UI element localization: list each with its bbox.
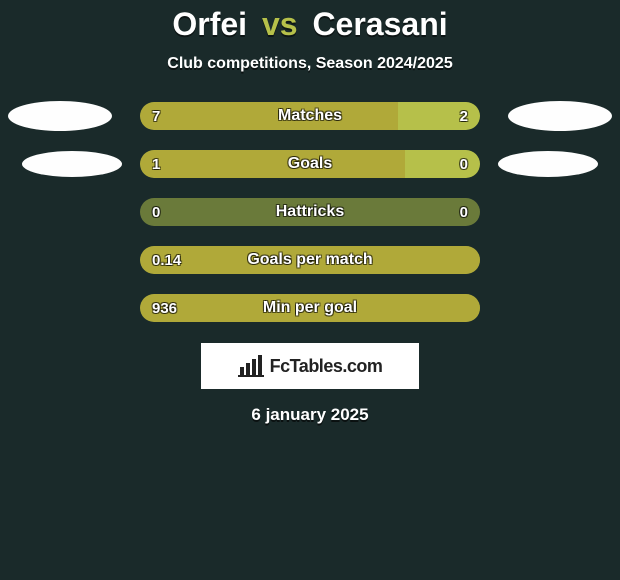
stat-row: 10Goals: [0, 149, 620, 179]
stat-bar: 00Hattricks: [140, 198, 480, 226]
stat-bar: 10Goals: [140, 150, 480, 178]
stat-row: 72Matches: [0, 101, 620, 131]
stat-label: Goals per match: [140, 251, 480, 269]
player-avatar-left: [22, 151, 122, 177]
stat-row: 0.14Goals per match: [0, 245, 620, 275]
stat-row: 00Hattricks: [0, 197, 620, 227]
date-text: 6 january 2025: [0, 405, 620, 425]
subtitle: Club competitions, Season 2024/2025: [0, 55, 620, 73]
stat-rows: 72Matches 10Goals 00Hattricks 0.14Goals per…: [0, 101, 620, 323]
page-title: Orfei vs Cerasani: [0, 6, 620, 43]
comparison-card: Orfei vs Cerasani Club competitions, Sea…: [0, 0, 620, 425]
stat-bar: 936Min per goal: [140, 294, 480, 322]
title-vs: vs: [262, 6, 298, 42]
stat-bar: 72Matches: [140, 102, 480, 130]
brand-text: FcTables.com: [270, 356, 383, 377]
title-player1: Orfei: [172, 6, 247, 42]
stat-label: Hattricks: [140, 203, 480, 221]
title-player2: Cerasani: [312, 6, 447, 42]
stat-bar: 0.14Goals per match: [140, 246, 480, 274]
stat-row: 936Min per goal: [0, 293, 620, 323]
player-avatar-right: [498, 151, 598, 177]
stat-label: Matches: [140, 107, 480, 125]
stat-label: Min per goal: [140, 299, 480, 317]
player-avatar-right: [508, 101, 612, 131]
player-avatar-left: [8, 101, 112, 131]
stat-label: Goals: [140, 155, 480, 173]
brand-logo[interactable]: FcTables.com: [201, 343, 419, 389]
chart-bars-icon: [238, 355, 264, 377]
